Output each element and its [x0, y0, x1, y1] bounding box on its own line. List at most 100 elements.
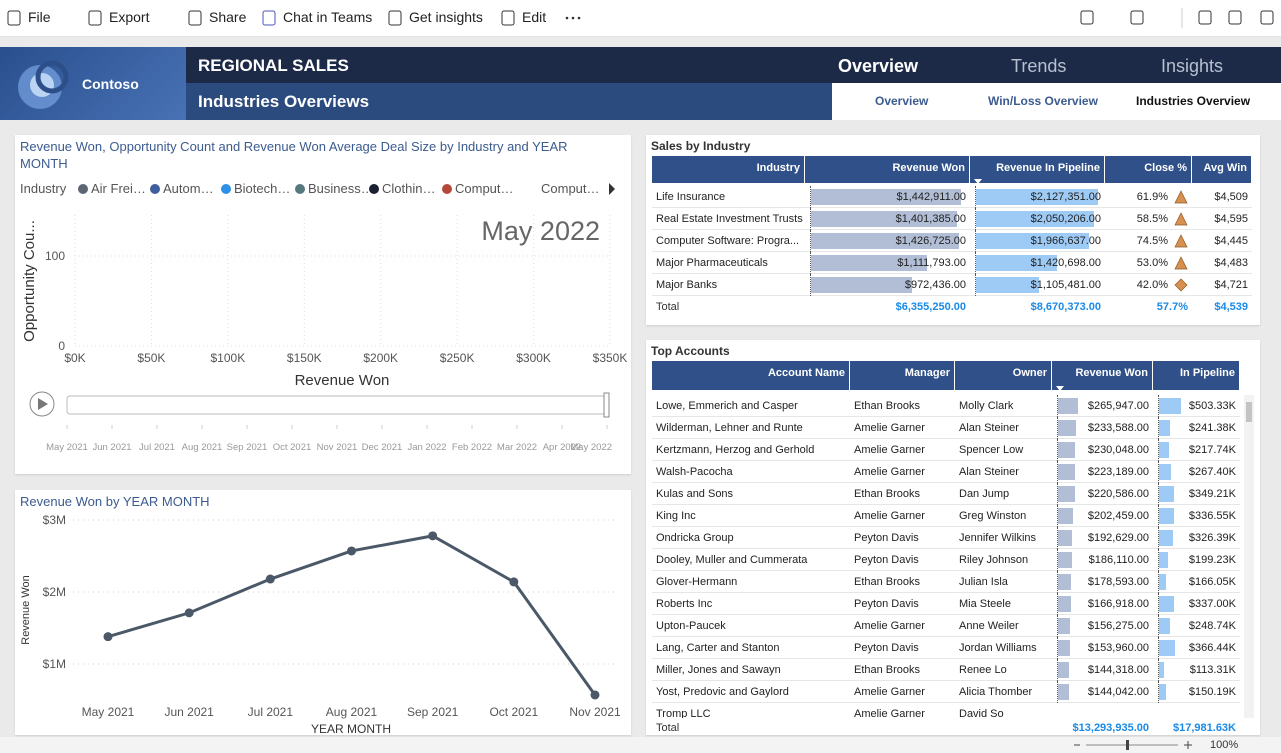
column-header[interactable]: Owner [955, 361, 1051, 390]
report-subtitle: Industries Overviews [198, 92, 370, 111]
data-bar [1159, 684, 1166, 700]
cell: Ethan Brooks [854, 664, 921, 676]
triangle [1174, 234, 1188, 248]
bar-axis [1158, 571, 1159, 593]
x-tick-label: Sep 2021 [407, 705, 459, 719]
cell: Ethan Brooks [854, 576, 921, 588]
data-bar [1058, 662, 1069, 678]
sales-panel: Sales by Industry Industry Revenue Won Rev… [646, 135, 1260, 325]
kpi-wrap [1174, 256, 1188, 275]
cell: King Inc [656, 510, 696, 522]
cell: 53.0% [1136, 257, 1168, 269]
toolbar-button[interactable]: Export [109, 9, 150, 25]
zoom-slider[interactable] [1068, 737, 1198, 753]
cell: Lowe, Emmerich and Casper [656, 400, 798, 412]
cell: Life Insurance [656, 191, 726, 203]
table-title: Top Accounts [651, 344, 730, 358]
chart-title: Revenue Won by YEAR MONTH [20, 494, 210, 509]
toolbar-button[interactable]: Get insights [409, 9, 483, 25]
cell: $1,420,698.00 [1030, 257, 1101, 269]
subnav-tab[interactable]: Industries Overview [1136, 94, 1251, 108]
cell: Dooley, Muller and Cummerata [656, 554, 808, 566]
toolbar-button[interactable]: Edit [522, 9, 547, 25]
play-handle[interactable] [603, 392, 610, 418]
cell: 74.5% [1136, 235, 1168, 247]
x-tick-label: Oct 2021 [489, 705, 538, 719]
play-label: Nov 2021 [317, 442, 358, 453]
data-bar [1058, 640, 1070, 656]
column-header[interactable]: In Pipeline [1153, 361, 1239, 390]
subtitle-bar: Industries Overviews [186, 83, 832, 120]
cell: Amelie Garner [854, 444, 925, 456]
scrollbar-thumb[interactable] [1246, 402, 1252, 422]
column-header[interactable]: Close % [1105, 156, 1191, 183]
data-bar [811, 233, 960, 249]
point [184, 608, 194, 618]
more-wrap [563, 8, 583, 31]
cell: Amelie Garner [854, 510, 925, 522]
refresh-icon [1198, 10, 1212, 25]
data-bar [1058, 618, 1070, 634]
y-tick-label: 100 [45, 249, 65, 263]
line [107, 534, 597, 696]
toolbar-icon-wrap [186, 9, 204, 32]
total-cell: $13,293,935.00 [1072, 722, 1149, 734]
dot [571, 16, 575, 20]
column-header[interactable]: Avg Win [1192, 156, 1251, 183]
column-header[interactable]: Manager [850, 361, 954, 390]
row-divider [652, 207, 1252, 208]
total-cell: Total [656, 301, 680, 313]
data-bar [1159, 442, 1169, 458]
cell: $217.74K [1188, 444, 1236, 456]
favorite-icon [1260, 10, 1274, 25]
cell: Roberts Inc [656, 598, 713, 610]
table-title: Sales by Industry [651, 139, 751, 153]
cell: $337.00K [1188, 598, 1236, 610]
dot [577, 16, 581, 20]
data-bar [1159, 618, 1170, 634]
bar-axis [975, 230, 976, 252]
toolbar-icon-wrap [5, 9, 23, 32]
play-label: Sep 2021 [227, 442, 268, 453]
play-label: Mar 2022 [497, 442, 537, 453]
nav-tab[interactable]: Trends [1011, 56, 1067, 76]
column-header[interactable]: Account Name [652, 361, 849, 390]
legend-next [609, 183, 615, 195]
bar-axis [1158, 593, 1159, 615]
toolbar-button[interactable]: Share [209, 9, 247, 25]
nav-tab[interactable]: Overview [838, 56, 919, 76]
data-bar [1159, 596, 1174, 612]
bar-axis [975, 274, 976, 296]
cell: Lang, Carter and Stanton [656, 642, 780, 654]
dot [565, 16, 569, 20]
more-button[interactable] [563, 8, 583, 26]
chart-title: Revenue Won, Opportunity Count and Reven… [20, 139, 568, 171]
subnav-tab[interactable]: Overview [875, 94, 929, 108]
y-tick-label: $1M [43, 657, 66, 671]
right-toolbar [1080, 8, 1274, 30]
column-header[interactable]: Revenue In Pipeline [970, 156, 1104, 183]
cell: $4,445 [1214, 235, 1248, 247]
cell: $144,318.00 [1087, 664, 1149, 676]
line-chart: $1M $2M $3M May 2021 Jun 2021 Jul 2021 Aug 202… [20, 513, 621, 735]
bar-axis [1158, 483, 1159, 505]
cell: Wilderman, Lehner and Runte [656, 422, 803, 434]
cell: $336.55K [1188, 510, 1236, 522]
column-header[interactable]: Industry [652, 156, 804, 183]
play-label: Apr 2022 [543, 442, 582, 453]
cell: $248.74K [1188, 620, 1236, 632]
nav-tab[interactable]: Insights [1161, 56, 1224, 76]
cell: Riley Johnson [959, 554, 1029, 566]
cell: $1,111,793.00 [897, 257, 966, 269]
y-tick-label: $2M [43, 585, 66, 599]
column-header[interactable]: Revenue Won [1052, 361, 1152, 390]
row-divider [652, 482, 1240, 483]
column-header[interactable]: Revenue Won [805, 156, 969, 183]
cell: $2,050,206.00 [1030, 213, 1101, 225]
toolbar-button[interactable]: File [28, 9, 51, 25]
cell: 42.0% [1136, 279, 1168, 291]
cell: $199.23K [1188, 554, 1236, 566]
toolbar-button[interactable]: Chat in Teams [283, 9, 373, 25]
bar-axis [1057, 637, 1058, 659]
subnav-tab[interactable]: Win/Loss Overview [988, 94, 1098, 108]
